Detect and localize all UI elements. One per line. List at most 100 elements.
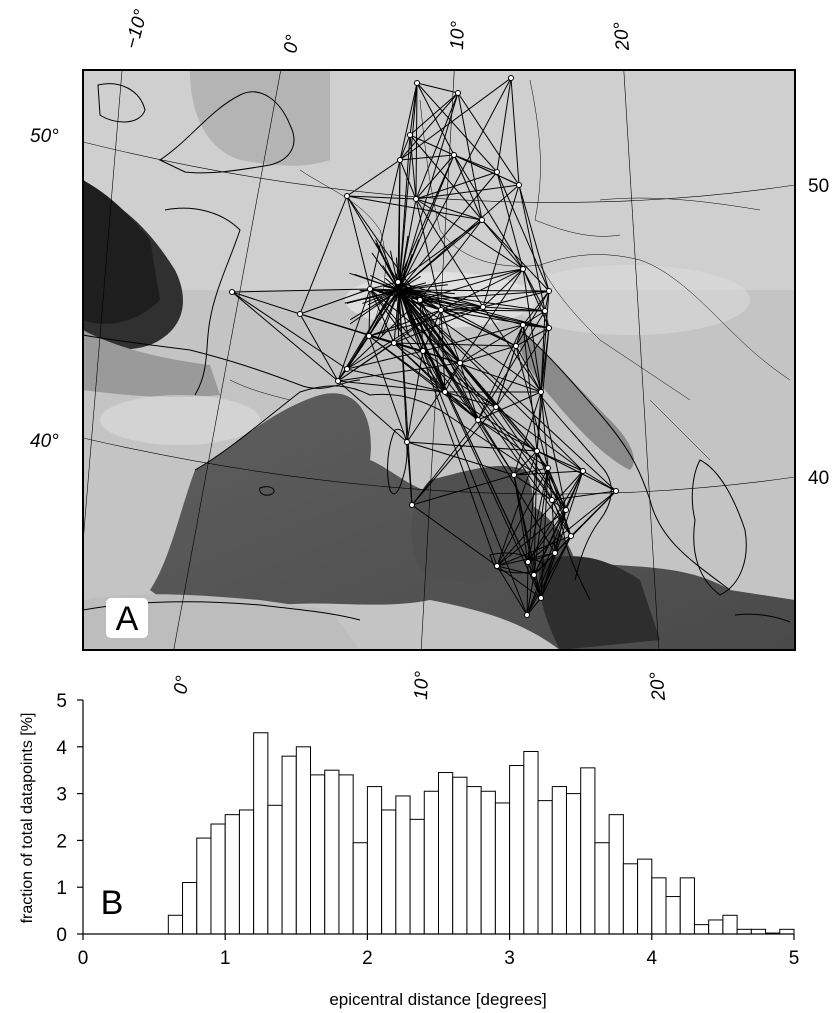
network-link bbox=[440, 309, 461, 364]
station-marker bbox=[413, 196, 419, 202]
network-link bbox=[399, 159, 417, 200]
network-link bbox=[368, 335, 408, 443]
network-link bbox=[393, 306, 484, 344]
station-marker bbox=[494, 563, 500, 569]
station-marker bbox=[513, 343, 519, 349]
y-tick-label: 3 bbox=[56, 785, 67, 806]
network-link bbox=[337, 362, 461, 382]
network-link bbox=[415, 198, 524, 270]
station-marker bbox=[395, 279, 401, 285]
station-marker bbox=[531, 572, 537, 578]
network-link bbox=[457, 92, 520, 186]
station-marker bbox=[297, 311, 303, 317]
network-link bbox=[453, 154, 520, 186]
network-link bbox=[398, 289, 433, 303]
station-marker bbox=[520, 266, 526, 272]
network-link bbox=[398, 259, 434, 291]
station-marker bbox=[451, 152, 457, 158]
network-link bbox=[440, 268, 524, 311]
network-link bbox=[397, 219, 483, 283]
map-background bbox=[83, 70, 795, 650]
network-link bbox=[231, 288, 371, 293]
station-marker bbox=[455, 90, 461, 96]
network-link bbox=[398, 284, 448, 291]
network-link bbox=[398, 289, 418, 301]
station-marker bbox=[580, 468, 586, 474]
spain-east-coast bbox=[194, 385, 371, 471]
histogram-bar bbox=[722, 914, 738, 935]
station-marker bbox=[479, 217, 485, 223]
network-link bbox=[398, 289, 567, 511]
meridian-20 bbox=[623, 70, 660, 650]
histogram-bar bbox=[253, 732, 269, 935]
network-link bbox=[540, 535, 572, 599]
left-lat-label-50: 50° bbox=[30, 126, 59, 147]
network-link bbox=[349, 289, 400, 325]
histogram-bar bbox=[622, 863, 639, 935]
ionian-deep bbox=[538, 556, 660, 650]
network-link bbox=[411, 474, 515, 506]
histogram-bar bbox=[736, 928, 752, 935]
histogram-bar bbox=[537, 800, 553, 935]
histogram-bar bbox=[480, 790, 496, 935]
network-link bbox=[346, 195, 483, 221]
histogram-bar bbox=[281, 755, 297, 935]
station-marker bbox=[420, 348, 426, 354]
station-marker bbox=[409, 502, 415, 508]
network-link bbox=[513, 474, 567, 511]
station-marker bbox=[538, 595, 544, 601]
network-link bbox=[398, 289, 546, 312]
y-tick-label: 1 bbox=[56, 878, 67, 899]
station-marker bbox=[438, 307, 444, 313]
network-link bbox=[398, 289, 422, 293]
meridian-0 bbox=[173, 70, 282, 650]
histogram-bar bbox=[637, 858, 653, 935]
network-link bbox=[510, 77, 520, 186]
border-serbia bbox=[649, 399, 711, 461]
x-tick-label: 0 bbox=[78, 948, 89, 969]
network-link bbox=[540, 391, 567, 511]
parallel-50 bbox=[83, 141, 795, 203]
histogram-bar bbox=[224, 814, 240, 935]
network-link bbox=[496, 565, 535, 576]
network-link bbox=[379, 289, 400, 321]
network-link bbox=[496, 565, 528, 616]
histogram-bar bbox=[210, 823, 226, 935]
network-link bbox=[547, 467, 567, 511]
network-link bbox=[399, 82, 418, 161]
network-link bbox=[515, 327, 550, 347]
network-link bbox=[398, 289, 535, 576]
network-link bbox=[453, 154, 483, 221]
network-link bbox=[526, 535, 572, 616]
x-tick-label: 2 bbox=[362, 948, 373, 969]
network-link bbox=[337, 342, 395, 382]
network-link bbox=[406, 441, 413, 506]
network-link bbox=[527, 490, 617, 563]
network-link bbox=[518, 184, 546, 312]
histogram-bar bbox=[295, 746, 312, 935]
network-link bbox=[368, 335, 479, 421]
histogram-bar bbox=[494, 802, 511, 935]
network-link bbox=[349, 272, 400, 291]
histogram-bar bbox=[750, 928, 767, 935]
network-link bbox=[398, 289, 572, 537]
x-tick-label: 5 bbox=[789, 948, 800, 969]
network-link bbox=[398, 289, 550, 329]
atlantic-deep-core bbox=[83, 180, 160, 324]
network-link bbox=[371, 252, 400, 291]
station-marker bbox=[407, 132, 413, 138]
histogram-bar bbox=[338, 774, 354, 935]
network-link bbox=[533, 509, 567, 576]
network-link bbox=[393, 342, 497, 408]
network-link bbox=[582, 470, 617, 492]
network-link bbox=[398, 289, 498, 567]
balearic bbox=[259, 486, 275, 496]
network-link bbox=[540, 467, 549, 599]
network-link bbox=[377, 289, 400, 339]
station-marker bbox=[366, 333, 372, 339]
network-link bbox=[515, 345, 549, 469]
right-lat-label-50: 50 bbox=[808, 176, 829, 197]
histogram-bar bbox=[352, 842, 368, 935]
station-marker bbox=[229, 289, 235, 295]
